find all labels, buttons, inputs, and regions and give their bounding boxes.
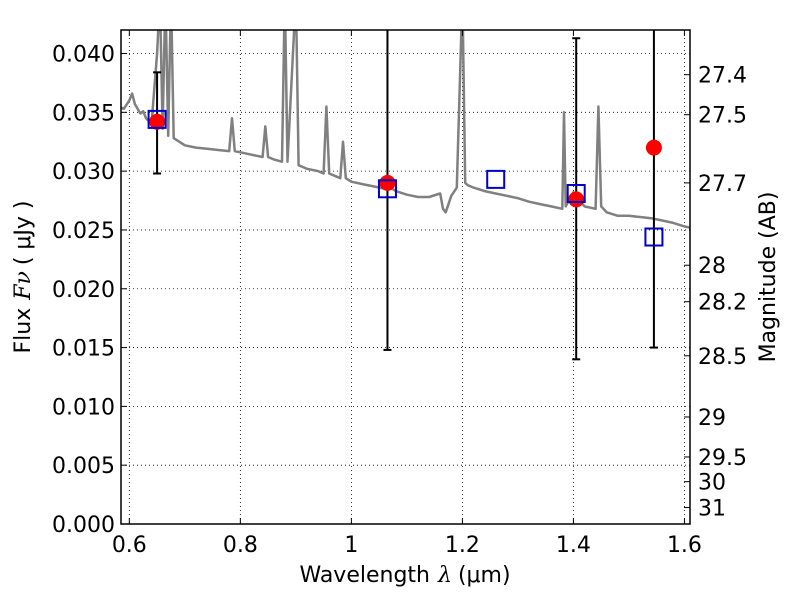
y-axis-label: Flux Fν ( μJy ) (11, 200, 36, 353)
y-axis-label-unit: ( μJy ) (11, 200, 36, 265)
x-axis-label-unit: (μm) (458, 563, 511, 588)
model-flux-square (566, 183, 586, 203)
y-tick-label: 0.020 (52, 278, 115, 303)
y2-tick-label: 28 (698, 254, 726, 279)
y-tick-label: 0.025 (52, 219, 115, 244)
x-axis-label: Wavelength λ (μm) (299, 563, 510, 588)
model-flux-square (377, 179, 397, 199)
y-tick-label: 0.000 (52, 513, 115, 538)
y2-tick-label: 27.7 (698, 172, 747, 197)
x-tick-label: 1.2 (445, 533, 480, 558)
y2-tick-label: 27.5 (698, 104, 747, 129)
x-axis: 0.6 0.8 1 1.2 1.4 1.6 (112, 30, 702, 558)
y2-tick-label: 29.5 (698, 446, 747, 471)
y-tick-label: 0.015 (52, 337, 115, 362)
y-tick-label: 0.030 (52, 160, 115, 185)
x-tick-label: 0.6 (112, 533, 147, 558)
x-axis-label-text: Wavelength (299, 563, 430, 588)
y2-tick-label: 29 (698, 406, 726, 431)
model-spectrum-line (121, 30, 690, 229)
y2-tick-label: 30 (698, 471, 726, 496)
y2-tick-label: 28.5 (698, 345, 747, 370)
x-tick-label: 1.6 (667, 533, 702, 558)
x-tick-label: 0.8 (223, 533, 258, 558)
photometry-point-circle (568, 191, 585, 208)
y-axis-label-symbol: Fν (11, 271, 36, 301)
y-tick-label: 0.010 (52, 395, 115, 420)
y-tick-label: 0.005 (52, 454, 115, 479)
y-tick-label: 0.040 (52, 43, 115, 68)
photometry-point-circle (379, 174, 396, 191)
model-flux-square (147, 109, 167, 129)
x-tick-label: 1.4 (556, 533, 591, 558)
photometry-point-circle (645, 139, 662, 156)
y2-tick-label: 31 (698, 497, 726, 522)
data-layer (121, 30, 690, 361)
plot-background (121, 30, 690, 524)
x-axis-label-symbol: λ (437, 563, 452, 588)
model-flux-square (644, 227, 664, 247)
y-axis-label-text: Flux (11, 308, 36, 354)
x-tick-label: 1 (344, 533, 358, 558)
plot-frame (120, 29, 691, 525)
y2-tick-label: 27.4 (698, 64, 747, 89)
model-flux-square (486, 169, 506, 189)
y-axis: 0.000 0.005 0.010 0.015 0.020 0.025 0.030 0.035… (52, 43, 127, 538)
y-tick-label: 0.035 (52, 101, 115, 126)
y2-axis-label: Magnitude (AB) (756, 192, 781, 363)
photometry-point-circle (149, 113, 166, 130)
y2-tick-label: 28.2 (698, 291, 747, 316)
